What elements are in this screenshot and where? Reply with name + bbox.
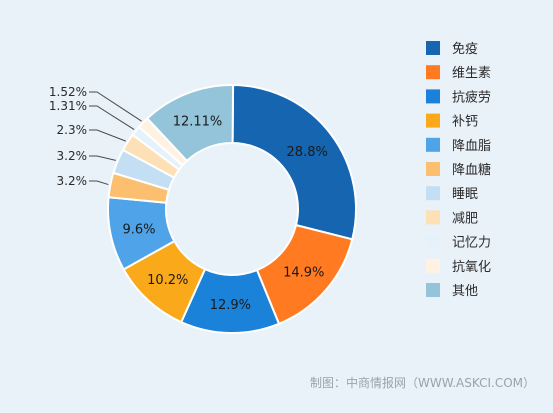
slices-group — [107, 83, 357, 334]
legend-label-降血糖: 降血糖 — [452, 162, 491, 178]
slice-免疫 — [231, 83, 357, 241]
legend-label-抗氧化: 抗氧化 — [452, 260, 491, 275]
callout-line-抗氧化 — [89, 91, 142, 122]
inner-labels-group: 28.8% 14.9% 12.9% 10.2% 9.6% 12.11% — [123, 114, 328, 313]
legend-swatch-其他 — [426, 283, 440, 297]
callout-label-记忆力: 1.31% — [49, 99, 87, 113]
legend-swatch-维生素 — [426, 65, 440, 80]
callout-line-降血糖 — [89, 180, 109, 186]
legend-label-减肥: 减肥 — [452, 211, 478, 226]
legend-swatch-降血脂 — [426, 137, 440, 152]
legend-label-记忆力: 记忆力 — [452, 235, 491, 251]
source-credit: 制图：中商情报网（WWW.ASKCI.COM） — [310, 376, 535, 390]
callout-line-记忆力 — [89, 105, 135, 130]
callout-label-降血糖: 3.2% — [57, 174, 88, 188]
legend-label-睡眠: 睡眠 — [452, 187, 478, 202]
callout-label-抗氧化: 1.52% — [49, 85, 87, 99]
legend-label-补钙: 补钙 — [452, 115, 478, 130]
slice-label-免疫: 28.8% — [287, 145, 328, 160]
slice-label-降血脂: 9.6% — [123, 222, 156, 237]
legend-label-其他: 其他 — [452, 284, 478, 299]
legend-label-免疫: 免疫 — [452, 41, 478, 57]
slice-label-其他: 12.11% — [173, 114, 223, 129]
callout-line-减肥 — [89, 129, 127, 142]
legend-label-抗疲劳: 抗疲劳 — [452, 89, 491, 105]
slice-其他 — [145, 84, 235, 163]
callouts-group: 1.52%1.31% 2.3% 3.2% 3.2% — [49, 85, 142, 188]
callout-label-睡眠: 3.2% — [57, 149, 88, 163]
slice-label-维生素: 14.9% — [283, 265, 324, 280]
legend-swatch-减肥 — [426, 210, 440, 225]
legend-swatch-降血糖 — [426, 162, 440, 176]
legend-swatch-补钙 — [426, 113, 440, 128]
legend-label-降血脂: 降血脂 — [452, 139, 491, 154]
callout-line-睡眠 — [89, 155, 116, 161]
legend-swatch-抗疲劳 — [426, 89, 440, 104]
legend-label-维生素: 维生素 — [452, 66, 491, 81]
legend-swatch-睡眠 — [426, 186, 440, 201]
slice-label-抗疲劳: 12.9% — [210, 298, 251, 313]
callout-label-减肥: 2.3% — [57, 123, 88, 137]
legend-swatch-免疫 — [426, 41, 440, 55]
legend-swatch-抗氧化 — [426, 258, 440, 273]
legend-swatch-记忆力 — [426, 234, 440, 249]
slice-label-补钙: 10.2% — [147, 273, 188, 288]
